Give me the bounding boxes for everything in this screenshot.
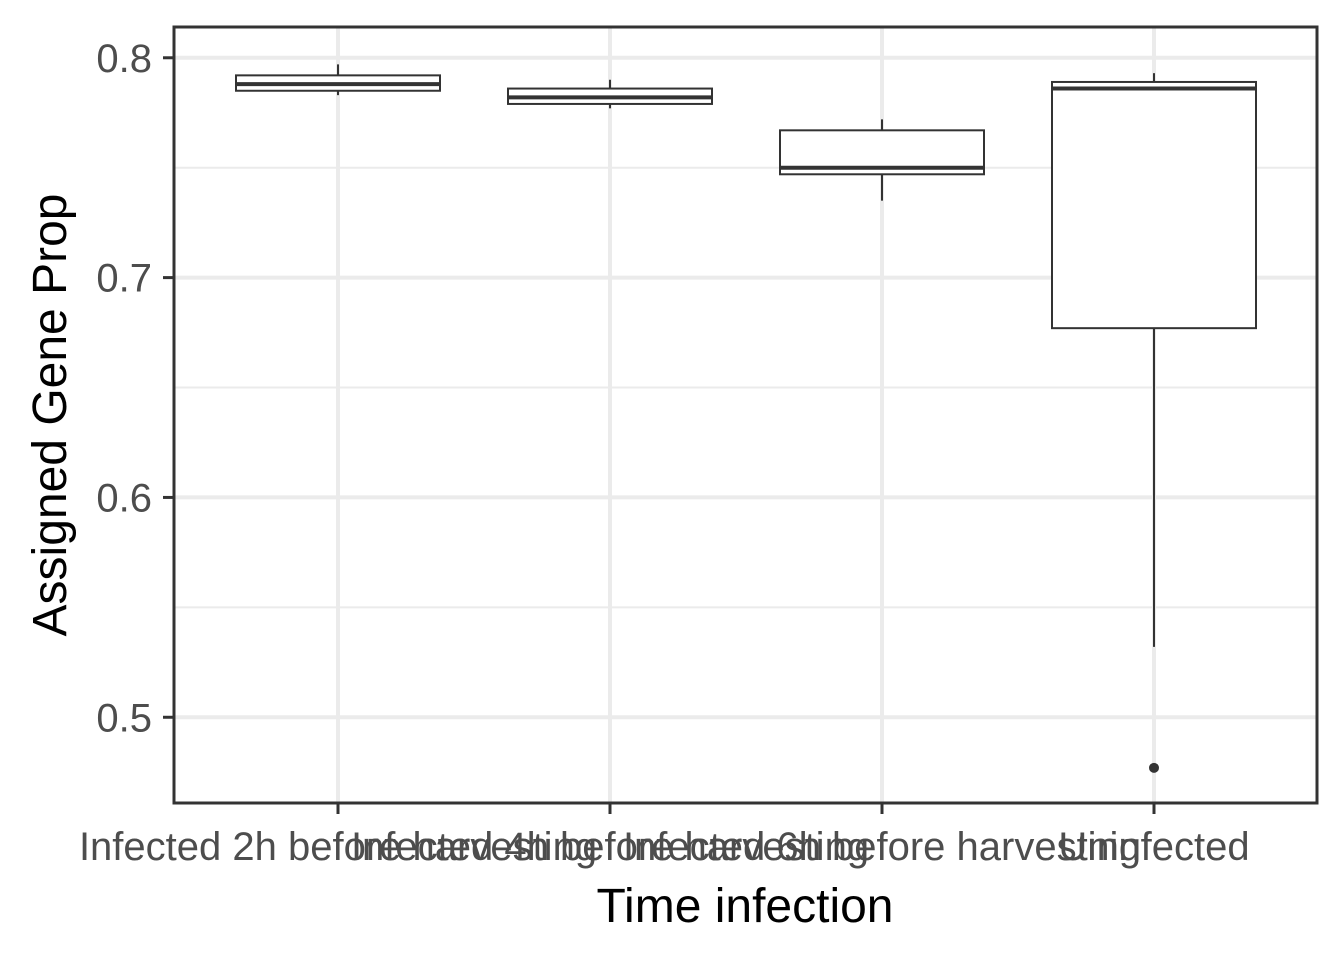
y-tick-label: 0.6	[96, 476, 152, 520]
x-tick-label: Infected 6h before harvesting	[623, 825, 1141, 869]
x-tick-label: Uninfected	[1058, 825, 1249, 869]
y-axis-title: Assigned Gene Prop	[24, 194, 77, 637]
x-tick-label: Infected 4h before harvesting	[351, 825, 869, 869]
y-tick-label: 0.5	[96, 696, 152, 740]
x-axis-title: Time infection	[597, 880, 894, 933]
boxes-layer	[235, 64, 1257, 773]
y-tick-label: 0.8	[96, 37, 152, 81]
y-axis: 0.5 0.6 0.7 0.8	[96, 37, 174, 740]
box-iqr	[1051, 80, 1257, 330]
box-group	[779, 119, 985, 201]
box-group	[235, 64, 441, 96]
outlier-point	[1149, 762, 1159, 773]
box-group	[507, 79, 713, 109]
y-tick-label: 0.7	[96, 257, 152, 301]
panel-border	[172, 25, 1319, 805]
box-group	[1051, 73, 1257, 773]
x-tick-label: Infected 2h before harvesting	[79, 825, 597, 869]
